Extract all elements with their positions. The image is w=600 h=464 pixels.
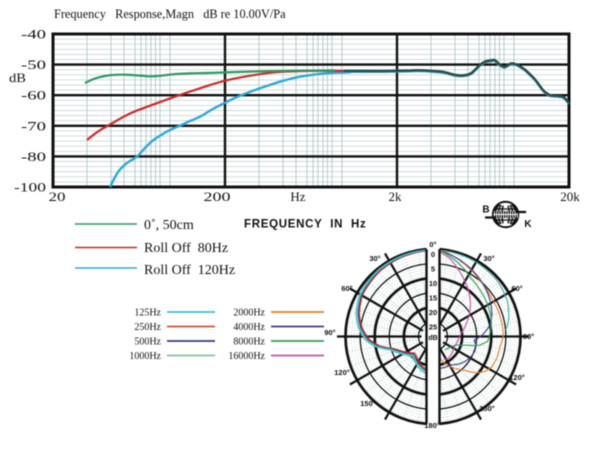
svg-text:dB: dB [9, 70, 26, 85]
svg-text:-100: -100 [14, 180, 46, 195]
svg-text:-60: -60 [21, 88, 46, 103]
svg-text:Roll Off 80Hz: Roll Off 80Hz [144, 241, 228, 256]
svg-text:8000Hz: 8000Hz [233, 337, 265, 348]
svg-text:125Hz: 125Hz [134, 308, 161, 319]
svg-text:120°: 120° [509, 373, 525, 382]
svg-text:10: 10 [429, 279, 437, 288]
svg-text:FREQUENCY IN Hz: FREQUENCY IN Hz [244, 219, 366, 231]
svg-text:0˚, 50cm: 0˚, 50cm [144, 218, 194, 233]
svg-text:4000Hz: 4000Hz [233, 322, 265, 333]
svg-text:-40: -40 [21, 27, 46, 42]
svg-text:150°: 150° [479, 404, 495, 413]
svg-text:180°: 180° [424, 421, 440, 430]
svg-text:25: 25 [429, 323, 437, 332]
svg-text:16000Hz: 16000Hz [228, 351, 265, 362]
svg-text:120°: 120° [334, 368, 350, 377]
svg-text:90°: 90° [523, 332, 534, 341]
svg-text:15: 15 [429, 294, 437, 303]
svg-text:30°: 30° [483, 254, 494, 263]
svg-text:B: B [482, 205, 489, 216]
svg-text:-70: -70 [21, 118, 46, 133]
svg-text:20: 20 [49, 189, 66, 204]
svg-text:dB: dB [428, 335, 437, 342]
svg-text:200: 200 [204, 189, 231, 204]
svg-text:150°: 150° [360, 399, 376, 408]
svg-text:60°: 60° [511, 284, 522, 293]
svg-text:20: 20 [429, 308, 437, 317]
svg-text:90°: 90° [324, 328, 335, 337]
svg-text:Hz: Hz [290, 189, 305, 204]
svg-text:2000Hz: 2000Hz [233, 308, 265, 319]
svg-text:500Hz: 500Hz [134, 337, 161, 348]
svg-text:2k: 2k [389, 189, 403, 204]
svg-text:Frequency Response,Magn dB: Frequency Response,Magn dB re 10.00V/Pa [54, 7, 286, 21]
svg-text:30°: 30° [369, 254, 380, 263]
svg-text:Roll Off 120Hz: Roll Off 120Hz [144, 263, 235, 278]
svg-text:-80: -80 [21, 149, 46, 164]
svg-text:-50: -50 [21, 57, 46, 72]
svg-text:5: 5 [431, 265, 435, 274]
svg-text:0°: 0° [429, 240, 436, 249]
svg-text:K: K [524, 219, 532, 230]
svg-text:1000Hz: 1000Hz [129, 351, 161, 362]
svg-text:60°: 60° [341, 284, 352, 293]
svg-text:20k: 20k [560, 189, 580, 204]
svg-text:0: 0 [431, 250, 435, 259]
svg-text:250Hz: 250Hz [134, 322, 161, 333]
